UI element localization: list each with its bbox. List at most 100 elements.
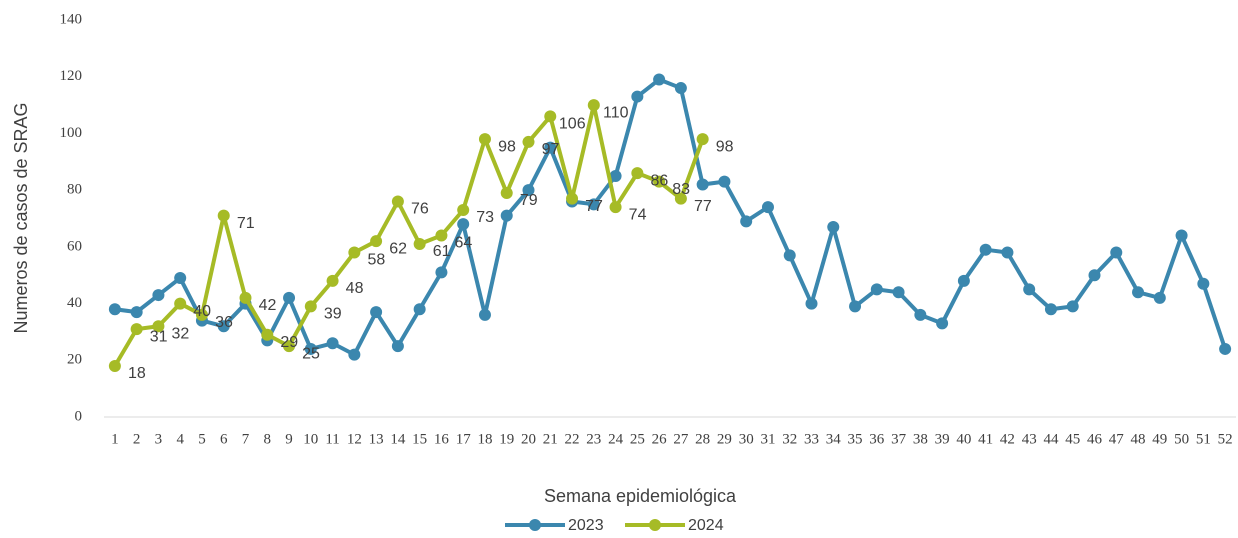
data-point — [326, 274, 339, 287]
x-tick-label: 41 — [978, 431, 993, 447]
data-point — [261, 328, 274, 341]
data-point — [478, 308, 491, 321]
data-label: 58 — [367, 252, 385, 269]
x-tick-label: 5 — [198, 431, 206, 447]
x-tick-label: 1 — [111, 431, 119, 447]
data-label: 79 — [520, 192, 538, 209]
data-point — [587, 99, 600, 112]
data-point — [892, 286, 905, 299]
data-point — [478, 133, 491, 146]
data-label: 18 — [128, 365, 146, 382]
data-point — [413, 238, 426, 251]
x-tick-label: 10 — [303, 431, 318, 447]
x-tick-label: 11 — [325, 431, 339, 447]
data-point — [391, 340, 404, 353]
data-point — [544, 110, 557, 123]
x-tick-label: 13 — [369, 431, 384, 447]
data-point — [609, 201, 622, 214]
x-tick-label: 34 — [826, 431, 842, 447]
data-label: 98 — [716, 138, 734, 155]
data-label: 110 — [603, 104, 629, 121]
data-point — [1044, 303, 1057, 316]
data-point — [1153, 291, 1166, 304]
data-label: 98 — [498, 138, 516, 155]
data-label: 64 — [455, 235, 473, 252]
legend-marker — [529, 519, 541, 531]
x-tick-label: 44 — [1043, 431, 1059, 447]
data-label: 83 — [672, 181, 690, 198]
data-point — [130, 323, 143, 336]
data-point — [217, 209, 230, 222]
data-point — [1110, 246, 1123, 259]
data-point — [827, 221, 840, 234]
x-tick-label: 29 — [717, 431, 732, 447]
data-point — [195, 308, 208, 321]
data-point — [304, 342, 317, 355]
data-label: 71 — [237, 215, 255, 232]
data-point — [653, 73, 666, 86]
data-point — [174, 272, 187, 285]
data-point — [391, 195, 404, 208]
data-point — [870, 283, 883, 296]
x-tick-label: 37 — [891, 431, 907, 447]
data-point — [566, 192, 579, 205]
data-point — [957, 274, 970, 287]
data-point — [761, 201, 774, 214]
x-tick-label: 17 — [456, 431, 472, 447]
x-tick-label: 35 — [848, 431, 863, 447]
y-tick-label: 100 — [60, 125, 83, 141]
x-tick-label: 2 — [133, 431, 141, 447]
x-tick-label: 20 — [521, 431, 536, 447]
data-point — [174, 297, 187, 310]
data-label: 25 — [302, 345, 320, 362]
data-point — [653, 175, 666, 188]
x-axis-label: Semana epidemiológica — [544, 486, 737, 506]
data-point — [696, 133, 709, 146]
data-point — [457, 218, 470, 231]
x-tick-label: 43 — [1022, 431, 1037, 447]
x-tick-label: 40 — [956, 431, 971, 447]
x-tick-label: 46 — [1087, 431, 1103, 447]
x-tick-label: 52 — [1218, 431, 1233, 447]
legend-label: 2024 — [688, 517, 724, 534]
x-tick-label: 15 — [412, 431, 427, 447]
data-point — [108, 359, 121, 372]
data-point — [1219, 342, 1232, 355]
data-label: 73 — [476, 209, 494, 226]
x-tick-label: 39 — [935, 431, 950, 447]
data-label: 77 — [585, 198, 603, 215]
data-point — [370, 235, 383, 248]
x-tick-label: 42 — [1000, 431, 1015, 447]
data-label: 76 — [411, 201, 429, 218]
data-label: 31 — [150, 328, 168, 345]
data-point — [544, 141, 557, 154]
x-tick-label: 26 — [652, 431, 668, 447]
data-label: 106 — [559, 116, 586, 133]
legend-label: 2023 — [568, 517, 604, 534]
x-tick-label: 7 — [242, 431, 250, 447]
x-tick-label: 22 — [565, 431, 580, 447]
data-point — [326, 337, 339, 350]
data-point — [348, 348, 361, 361]
x-tick-label: 12 — [347, 431, 362, 447]
data-point — [587, 198, 600, 211]
data-label: 36 — [215, 314, 233, 331]
data-point — [239, 291, 252, 304]
data-label: 86 — [650, 172, 668, 189]
x-tick-label: 27 — [673, 431, 689, 447]
data-label: 62 — [389, 240, 407, 257]
data-point — [805, 297, 818, 310]
data-point — [609, 169, 622, 182]
data-point — [457, 203, 470, 216]
x-tick-label: 8 — [264, 431, 272, 447]
data-point — [1197, 277, 1210, 290]
x-tick-label: 14 — [390, 431, 406, 447]
data-point — [631, 90, 644, 103]
data-point — [500, 209, 513, 222]
data-point — [1088, 269, 1101, 282]
y-tick-label: 60 — [67, 238, 82, 254]
data-label: 48 — [346, 280, 364, 297]
x-tick-label: 3 — [155, 431, 163, 447]
x-tick-label: 33 — [804, 431, 819, 447]
